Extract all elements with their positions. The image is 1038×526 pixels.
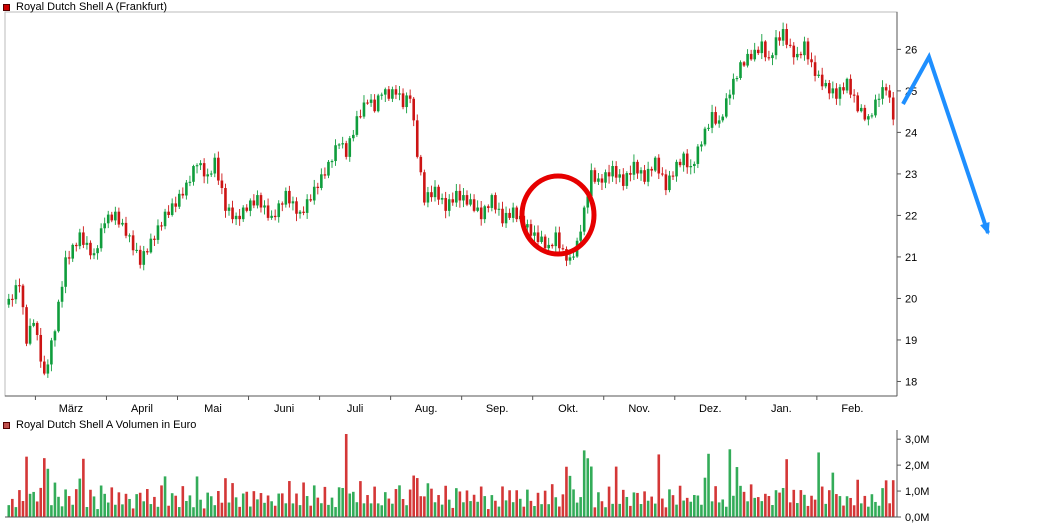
svg-text:19: 19 <box>905 335 917 347</box>
svg-text:3,0M: 3,0M <box>905 434 929 446</box>
svg-text:März: März <box>59 403 83 415</box>
svg-text:18: 18 <box>905 376 917 388</box>
volume-chart-title-text: Royal Dutch Shell A Volumen in Euro <box>16 419 197 431</box>
price-legend-marker-icon <box>3 3 10 11</box>
svg-text:0,0M: 0,0M <box>905 512 929 524</box>
svg-text:26: 26 <box>905 44 917 56</box>
time-axis-labels: März April Mai Juni Juli Aug. Sep. Okt. Nov. Dez.… <box>34 396 863 415</box>
svg-text:1,0M: 1,0M <box>905 486 929 498</box>
price-chart-title: Royal Dutch Shell A (Frankfurt) <box>3 1 167 13</box>
annotations <box>519 52 990 257</box>
trend-arrow-annotation <box>901 52 990 235</box>
svg-text:Juli: Juli <box>347 403 364 415</box>
chart-frame <box>4 11 898 397</box>
svg-text:Mai: Mai <box>204 403 222 415</box>
svg-text:Jan.: Jan. <box>771 403 792 415</box>
volume-legend-marker-icon <box>3 421 10 429</box>
svg-text:Feb.: Feb. <box>841 403 863 415</box>
svg-text:Nov.: Nov. <box>628 403 650 415</box>
svg-text:20: 20 <box>905 293 917 305</box>
svg-text:April: April <box>131 403 153 415</box>
volume-axis-labels: 3,0M 2,0M 1,0M 0,0M <box>897 434 929 524</box>
svg-text:24: 24 <box>905 127 917 139</box>
volume-bars <box>7 434 895 517</box>
svg-text:Aug.: Aug. <box>415 403 438 415</box>
svg-text:2,0M: 2,0M <box>905 460 929 472</box>
candlesticks <box>7 22 895 378</box>
svg-text:23: 23 <box>905 169 917 181</box>
svg-text:22: 22 <box>905 210 917 222</box>
svg-text:21: 21 <box>905 252 917 264</box>
highlight-circle-annotation <box>519 173 597 257</box>
svg-text:Okt.: Okt. <box>558 403 578 415</box>
svg-text:Dez.: Dez. <box>699 403 722 415</box>
volume-chart-title: Royal Dutch Shell A Volumen in Euro <box>3 419 196 431</box>
price-chart-title-text: Royal Dutch Shell A (Frankfurt) <box>16 1 168 13</box>
svg-text:Sep.: Sep. <box>486 403 509 415</box>
svg-text:Juni: Juni <box>274 403 294 415</box>
